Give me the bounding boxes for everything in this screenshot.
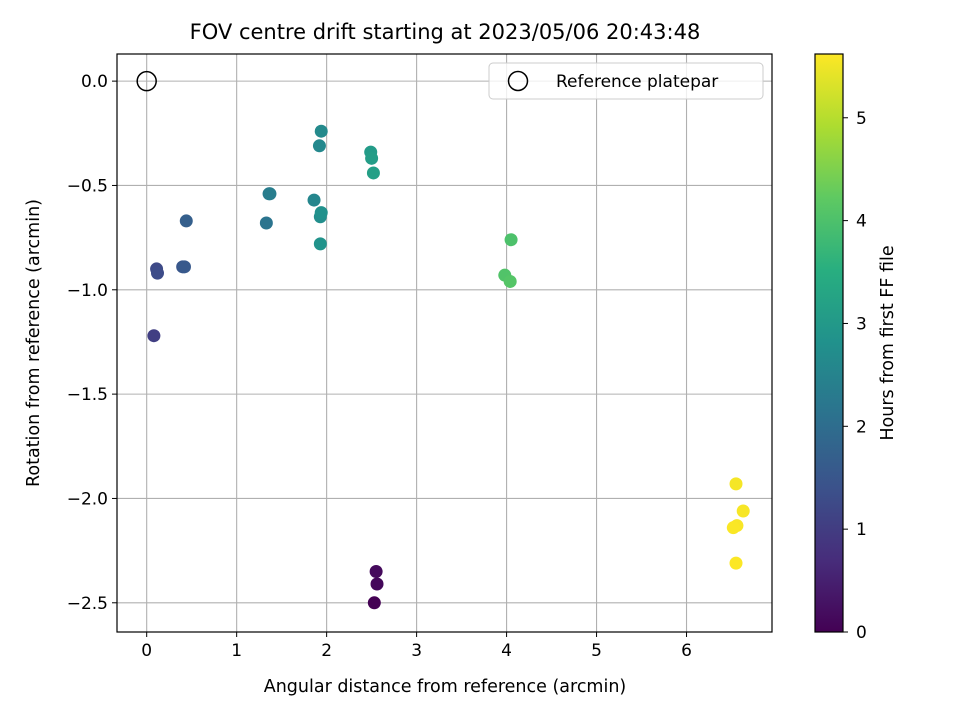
y-tick-label: −2.5	[67, 594, 108, 614]
colorbar-tick-label: 0	[856, 623, 867, 643]
x-tick-label: 6	[681, 641, 692, 661]
data-point	[312, 139, 326, 153]
reference-platepar-marker	[136, 70, 157, 92]
legend-box	[488, 62, 764, 100]
x-tick-label: 2	[321, 641, 332, 661]
data-point	[366, 166, 380, 180]
legend: Reference platepar	[488, 62, 764, 100]
y-axis-ticks: 0.0 −0.5 −1.0 −1.5 −2.0 −2.5	[67, 72, 117, 614]
y-tick-label: −1.0	[67, 281, 108, 301]
data-point	[147, 329, 161, 343]
colorbar-label: Hours from first FF file	[878, 245, 898, 440]
y-tick-label: −2.0	[67, 489, 108, 509]
x-axis-ticks: 0 1 2 3 4 5 6	[141, 632, 692, 661]
data-point	[314, 124, 328, 138]
colorbar-tick-label: 2	[856, 417, 867, 437]
x-axis-label: Angular distance from reference (arcmin)	[264, 677, 627, 697]
colorbar-tick-label: 3	[856, 314, 867, 334]
data-point	[504, 233, 518, 247]
x-tick-label: 5	[591, 641, 602, 661]
colorbar-tick-label: 1	[856, 520, 867, 540]
data-point	[367, 596, 381, 610]
data-point	[314, 206, 328, 220]
colorbar-ticks: 0 1 2 3 4 5	[843, 109, 867, 643]
y-axis-label: Rotation from reference (arcmin)	[24, 199, 44, 487]
data-point	[365, 151, 379, 165]
data-point	[177, 260, 191, 274]
data-points	[136, 70, 750, 610]
y-tick-label: 0.0	[81, 72, 108, 92]
x-tick-label: 3	[411, 641, 422, 661]
data-point	[370, 577, 384, 591]
data-point	[369, 564, 383, 578]
data-point	[263, 187, 277, 201]
plot-area-frame	[116, 53, 773, 633]
y-tick-label: −0.5	[67, 176, 108, 196]
legend-entry-reference: Reference platepar	[556, 72, 718, 92]
x-tick-label: 4	[501, 641, 512, 661]
data-point	[313, 237, 327, 251]
data-point	[307, 193, 321, 207]
x-tick-label: 0	[141, 641, 152, 661]
colorbar-tick-label: 5	[856, 109, 867, 129]
x-tick-label: 1	[231, 641, 242, 661]
colorbar: 0 1 2 3 4 5 Hours from first FF file	[814, 53, 898, 643]
data-point	[503, 274, 517, 288]
chart-title: FOV centre drift starting at 2023/05/06 …	[190, 20, 701, 44]
data-point	[179, 214, 193, 228]
legend-reference-marker	[507, 70, 529, 92]
data-point	[259, 216, 273, 230]
grid	[117, 54, 772, 632]
colorbar-tick-label: 4	[856, 212, 867, 232]
data-point	[726, 521, 740, 535]
colorbar-gradient	[815, 54, 843, 632]
data-point	[736, 504, 750, 518]
data-point	[729, 556, 743, 570]
y-tick-label: −1.5	[67, 385, 108, 405]
data-point	[729, 477, 743, 491]
colorbar-frame	[814, 53, 844, 633]
data-point	[150, 266, 164, 280]
